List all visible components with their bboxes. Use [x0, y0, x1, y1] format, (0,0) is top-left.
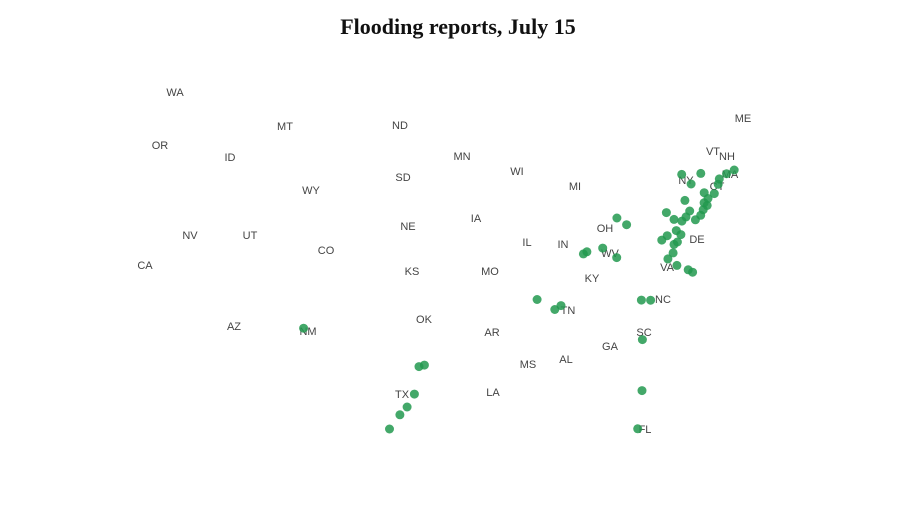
flood-report: [582, 247, 592, 257]
flood-report: [657, 235, 667, 245]
flood-report: [409, 389, 419, 399]
flood-report: [402, 402, 412, 412]
state-label: VT: [706, 146, 720, 158]
state-label: IN: [558, 239, 569, 251]
state-label: WY: [302, 185, 320, 197]
state-label: ND: [392, 120, 408, 132]
state-label: MS: [520, 359, 537, 371]
flood-report: [646, 295, 656, 305]
flood-report: [414, 362, 424, 372]
state-label: OK: [416, 314, 433, 326]
flood-report: [532, 295, 542, 304]
map-title: Flooding reports, July 15: [340, 14, 576, 39]
state-label: OR: [152, 140, 169, 152]
state-label: WA: [166, 87, 184, 99]
state-label: CA: [137, 260, 153, 272]
flood-report: [669, 214, 679, 224]
flood-report: [668, 248, 678, 258]
state-label: UT: [243, 230, 258, 242]
flood-report: [729, 165, 739, 175]
state-label: LA: [486, 387, 500, 399]
state-label: ME: [735, 113, 752, 125]
flood-report: [612, 213, 622, 223]
state-label: AZ: [227, 321, 241, 333]
flood-report: [612, 253, 622, 263]
state-label: MN: [453, 151, 470, 163]
state-label: MI: [569, 181, 581, 193]
flood-report: [663, 254, 673, 264]
state-label: ID: [225, 152, 236, 164]
flood-report: [696, 168, 706, 178]
flood-report: [385, 424, 394, 434]
state-label: VA: [660, 262, 675, 274]
state-label: CO: [318, 245, 335, 257]
state-label: KS: [405, 266, 420, 278]
state-label: OH: [597, 223, 614, 235]
flood-report: [598, 243, 608, 253]
flood-report: [622, 220, 632, 230]
state-label: WI: [510, 166, 523, 178]
flood-report: [722, 169, 732, 179]
flood-report: [672, 260, 682, 270]
flood-report: [633, 424, 643, 434]
flood-report: [680, 195, 690, 205]
state-label: SD: [395, 172, 410, 184]
flood-report: [669, 239, 679, 249]
flood-report: [299, 323, 309, 333]
flood-report: [677, 216, 687, 226]
state-label: NC: [655, 294, 671, 306]
flood-report: [703, 194, 713, 203]
flood-report: [395, 410, 405, 420]
state-label: DE: [689, 234, 704, 246]
state-label: NH: [719, 151, 735, 163]
state-label: NV: [182, 230, 198, 242]
state-label: AL: [559, 354, 572, 366]
flood-report: [714, 174, 724, 184]
flood-report: [550, 305, 560, 314]
state-label: MO: [481, 266, 499, 278]
flood-report: [637, 386, 647, 396]
flood-report: [677, 169, 687, 179]
flood-report: [671, 226, 681, 236]
flood-report: [637, 335, 647, 345]
flood-report: [709, 189, 719, 199]
state-label: TX: [395, 389, 410, 401]
flood-report: [686, 179, 696, 189]
state-label: KY: [585, 273, 600, 285]
state-label: FL: [639, 424, 652, 436]
state-label: AR: [484, 327, 499, 339]
state-label: IL: [522, 237, 531, 249]
state-label: GA: [602, 341, 619, 353]
state-label: MT: [277, 121, 293, 133]
flood-report: [683, 265, 693, 275]
flood-report: [636, 295, 646, 305]
flood-report: [690, 215, 700, 225]
state-label: NE: [400, 221, 415, 233]
state-label: IA: [471, 213, 482, 225]
flood-report: [661, 208, 671, 218]
